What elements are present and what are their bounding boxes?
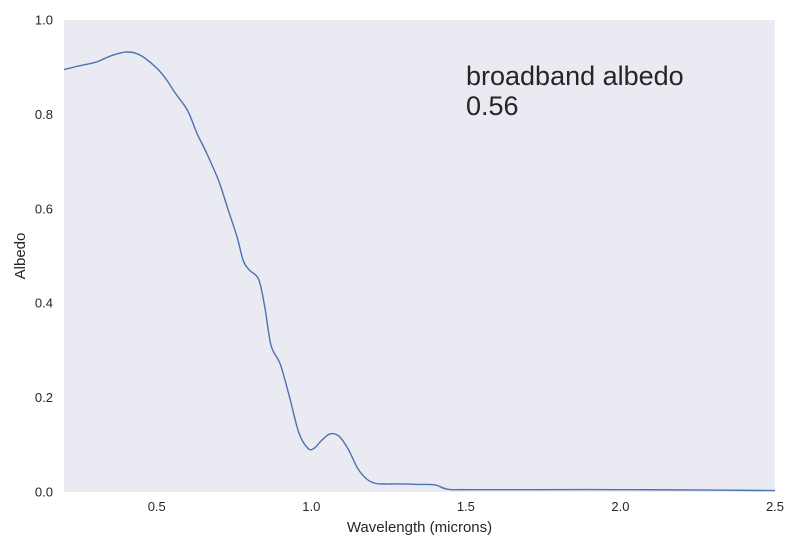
annotation-line-1: broadband albedo bbox=[466, 61, 684, 91]
y-axis-label: Albedo bbox=[12, 233, 29, 280]
x-tick-label: 0.5 bbox=[148, 499, 166, 514]
y-tick-label: 0.6 bbox=[35, 201, 53, 216]
albedo-series-line bbox=[63, 51, 776, 492]
x-axis-ticks: 0.5 1.0 1.5 2.0 2.5 bbox=[148, 499, 784, 514]
x-axis-label: Wavelength (microns) bbox=[347, 519, 492, 536]
y-tick-label: 0.0 bbox=[35, 485, 53, 500]
plot-area bbox=[64, 20, 775, 492]
x-tick-label: 2.0 bbox=[611, 499, 629, 514]
y-tick-label: 0.4 bbox=[35, 296, 53, 311]
y-tick-label: 0.8 bbox=[35, 107, 53, 122]
y-tick-label: 0.2 bbox=[35, 390, 53, 405]
y-axis-ticks: 0.0 0.2 0.4 0.6 0.8 1.0 bbox=[35, 13, 53, 500]
x-tick-label: 1.0 bbox=[302, 499, 320, 514]
x-tick-label: 1.5 bbox=[457, 499, 475, 514]
annotation-line-2: 0.56 bbox=[466, 91, 519, 121]
y-tick-label: 1.0 bbox=[35, 13, 53, 28]
x-tick-label: 2.5 bbox=[766, 499, 784, 514]
